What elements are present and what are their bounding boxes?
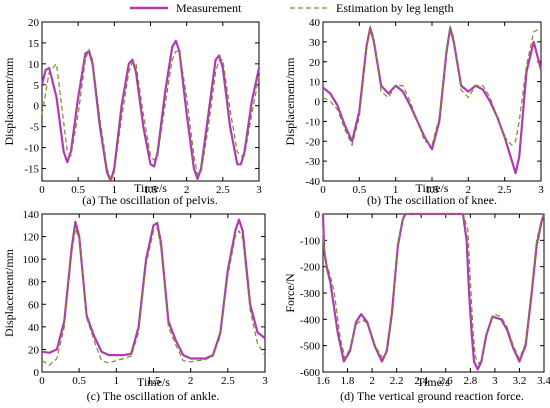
x-tick-label: 2.8 <box>463 375 477 387</box>
y-tick-label: 0 <box>34 367 40 379</box>
y-axis-label: Displacement/mm <box>283 57 297 146</box>
x-tick-label: 2.4 <box>414 375 428 387</box>
y-tick-label: 15 <box>28 38 40 50</box>
plot-frame <box>41 213 266 373</box>
chart-panel-1: 0 0.5 1 1.5 2 2.5 3 -15 -10 -5 0 5 10 15 20 Time/s Displ… <box>2 17 262 207</box>
y-tick-label: 0 <box>315 209 321 221</box>
y-tick-label: 20 <box>309 57 321 69</box>
x-tick-label: 1 <box>114 375 120 387</box>
y-axis-label: Displacement/mm <box>2 248 16 337</box>
x-tick-label: 2.6 <box>439 375 453 387</box>
series-line-measurement <box>321 212 546 371</box>
x-tick-label: 2.2 <box>390 375 404 387</box>
chart-panels: 0 0.5 1 1.5 2 2.5 3-15-10-505101520Time/sDispl… <box>2 17 550 403</box>
y-tick-label: 0 <box>34 101 40 113</box>
y-tick-label: -400 <box>300 314 321 326</box>
x-tick-label: 0 <box>320 184 326 196</box>
chart-panel-3: 0 0.5 1 1.5 2 2.5 3 0 20 40 60 80 100 120 140 Time/s Dis… <box>2 209 268 403</box>
x-tick-label: 1.5 <box>147 375 161 387</box>
x-tick-label: 2.5 <box>216 184 230 196</box>
x-tick-label: 0.5 <box>72 375 86 387</box>
y-tick-label: -10 <box>305 116 320 128</box>
series-line-estimation <box>41 226 266 366</box>
x-tick-label: 1.6 <box>316 375 330 387</box>
y-tick-label: -5 <box>30 122 40 134</box>
y-tick-label: 40 <box>309 17 321 29</box>
y-tick-label: -15 <box>24 163 39 175</box>
y-tick-label: -30 <box>305 156 320 168</box>
y-tick-label: 60 <box>28 299 40 311</box>
x-tick-label: 1 <box>112 184 118 196</box>
y-tick-label: 20 <box>28 344 40 356</box>
y-tick-label: 5 <box>34 80 40 92</box>
y-tick-label: -10 <box>24 143 39 155</box>
x-tick-label: 3 <box>256 184 262 196</box>
y-axis-label: Displacement/mm <box>2 57 16 146</box>
panel-caption: (c) The oscillation of ankle. <box>87 389 220 403</box>
series-line-estimation <box>322 213 545 365</box>
x-axis-label: Time/s <box>416 181 449 195</box>
x-tick-label: 2.5 <box>498 184 512 196</box>
series-line-estimation <box>322 25 542 146</box>
x-tick-label: 2.5 <box>221 375 235 387</box>
legend-estimation-label: Estimation by leg length <box>336 1 454 15</box>
x-tick-label: 3 <box>262 375 268 387</box>
series-line-estimation <box>41 48 260 180</box>
y-tick-label: 140 <box>23 209 40 221</box>
x-tick-label: 0 <box>39 375 45 387</box>
panel-caption: (b) The oscillation of knee. <box>367 193 497 207</box>
x-tick-label: 1 <box>393 184 399 196</box>
x-tick-label: 3.2 <box>513 375 527 387</box>
x-tick-label: 1.8 <box>341 375 355 387</box>
y-tick-label: 30 <box>309 37 321 49</box>
legend: Measurement Estimation by leg length <box>130 1 454 15</box>
y-axis-label: Force/N <box>283 273 297 313</box>
y-tick-label: 0 <box>315 97 321 109</box>
x-tick-label: 3.4 <box>537 375 550 387</box>
y-tick-label: -200 <box>300 262 321 274</box>
y-tick-label: -300 <box>300 288 321 300</box>
plot-frame <box>322 21 542 182</box>
x-tick-label: 0.5 <box>71 184 85 196</box>
x-tick-label: 0.5 <box>352 184 366 196</box>
x-tick-label: 1.5 <box>425 184 439 196</box>
series-line-measurement <box>40 39 261 183</box>
series-line-measurement <box>41 218 266 360</box>
x-tick-label: 2 <box>184 184 190 196</box>
y-tick-label: 40 <box>28 322 40 334</box>
plot-frame <box>322 213 545 373</box>
x-tick-label: 1.5 <box>144 184 158 196</box>
y-tick-label: -20 <box>305 136 320 148</box>
y-tick-label: -600 <box>300 367 321 379</box>
legend-measurement-label: Measurement <box>176 1 242 15</box>
x-tick-label: 2 <box>188 375 194 387</box>
x-axis-label: Time/s <box>417 375 450 389</box>
y-tick-label: -100 <box>300 235 321 247</box>
y-tick-label: -500 <box>300 341 321 353</box>
y-tick-label: 120 <box>23 232 40 244</box>
x-tick-label: 3 <box>492 375 498 387</box>
series-line-measurement <box>322 26 543 175</box>
panel-caption: (a) The oscillation of pelvis. <box>82 193 217 207</box>
x-axis-label: Time/s <box>134 181 167 195</box>
x-axis-label: Time/s <box>137 375 170 389</box>
y-tick-label: 10 <box>28 59 40 71</box>
x-tick-label: 2 <box>466 184 472 196</box>
y-tick-label: 20 <box>28 17 40 29</box>
y-tick-label: 10 <box>309 77 321 89</box>
x-tick-label: 0 <box>39 184 45 196</box>
chart-panel-2: 0 0.5 1 1.5 2 2.5 3 -40 -30 -20 -10 0 10 20 30 40 Time/s… <box>283 17 544 207</box>
chart-panel-4: 1.6 1.8 2 2.2 2.4 2.6 2.8 3 3.2 3.4 -600 -500 -400 -3… <box>283 209 550 403</box>
panel-caption: (d) The vertical ground reaction force. <box>340 389 524 403</box>
y-tick-label: 80 <box>28 277 40 289</box>
y-tick-label: 100 <box>23 254 40 266</box>
y-tick-label: -40 <box>305 176 320 188</box>
x-tick-label: 3 <box>538 184 544 196</box>
x-tick-label: 2 <box>369 375 375 387</box>
